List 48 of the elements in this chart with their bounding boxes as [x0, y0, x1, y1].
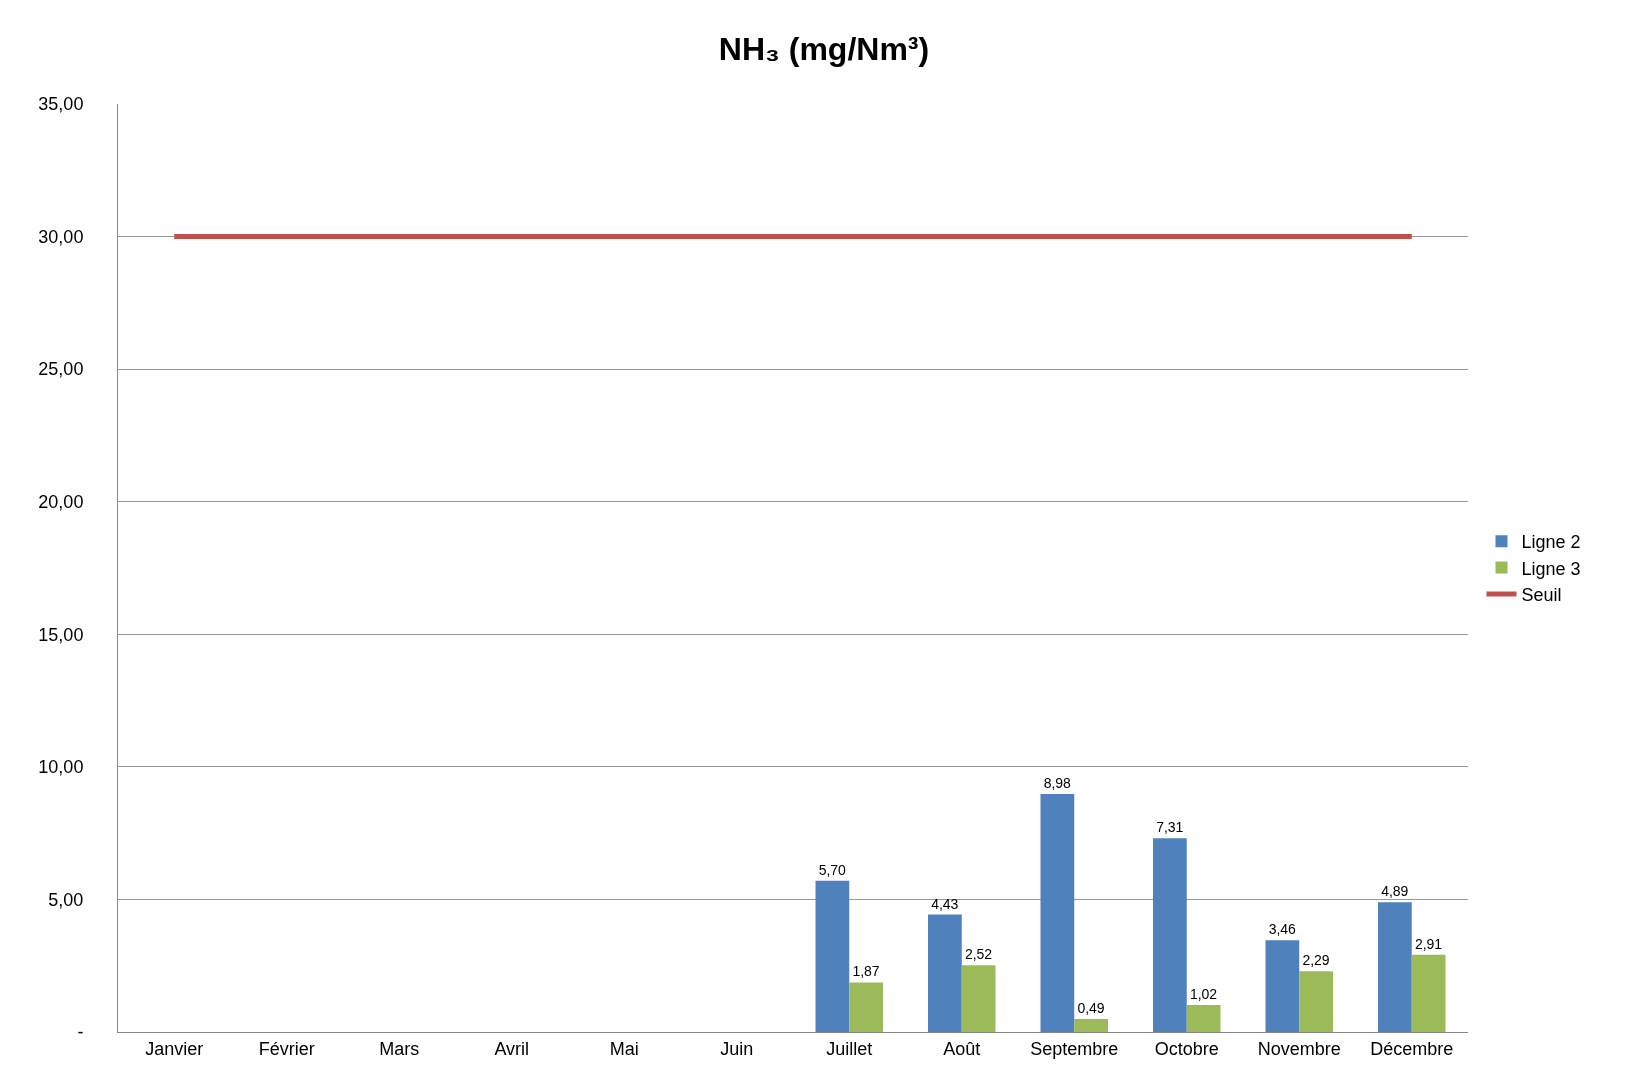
y-tick-label: 15,00 [38, 624, 84, 645]
y-tick-label: 10,00 [38, 757, 84, 778]
bar [849, 982, 883, 1032]
data-label: 0,49 [1077, 1000, 1105, 1017]
x-tick-label: Septembre [1030, 1038, 1119, 1059]
data-label: 5,70 [818, 861, 847, 878]
x-tick-label: Mai [609, 1038, 639, 1059]
chart-title: NH₃ (mg/Nm³) [718, 31, 930, 68]
legend-label: Seuil [1521, 585, 1562, 606]
data-label: 4,43 [931, 895, 959, 912]
bar [1378, 902, 1412, 1032]
x-tick-label: Janvier [145, 1038, 204, 1059]
bar [1299, 971, 1333, 1032]
y-tick-label: 20,00 [38, 492, 84, 513]
legend-label: Ligne 3 [1521, 558, 1581, 579]
bar [1186, 1004, 1221, 1032]
data-label: 4,89 [1381, 883, 1409, 900]
x-tick-label: Octobre [1154, 1038, 1219, 1059]
data-label: 2,29 [1302, 952, 1330, 969]
x-tick-label: Mars [379, 1038, 420, 1059]
bar [1074, 1019, 1108, 1032]
y-tick-label: 35,00 [38, 94, 84, 115]
bar [1040, 793, 1075, 1032]
data-label: 3,46 [1268, 921, 1297, 938]
bar [1265, 940, 1300, 1032]
bar [1411, 954, 1446, 1032]
data-label: 1,87 [852, 963, 880, 980]
bar [928, 914, 962, 1032]
data-label: 1,02 [1189, 985, 1218, 1002]
bar [1153, 838, 1187, 1032]
x-tick-label: Novembre [1257, 1038, 1341, 1059]
data-label: 2,91 [1414, 935, 1443, 952]
y-tick-label: - [77, 1022, 84, 1043]
data-label: 8,98 [1043, 774, 1072, 791]
x-tick-label: Juillet [826, 1038, 873, 1059]
x-tick-label: Décembre [1370, 1038, 1454, 1059]
bar [815, 880, 850, 1032]
x-tick-label: Août [943, 1038, 981, 1059]
y-tick-label: 25,00 [38, 359, 84, 380]
legend-label: Ligne 2 [1521, 532, 1581, 553]
x-tick-label: Juin [720, 1038, 754, 1059]
y-tick-label: 30,00 [38, 226, 84, 247]
data-label: 2,52 [964, 946, 993, 963]
bar [961, 965, 996, 1032]
x-tick-label: Avril [494, 1038, 530, 1059]
x-tick-label: Février [258, 1038, 315, 1059]
y-tick-label: 5,00 [48, 889, 84, 910]
data-label: 7,31 [1156, 819, 1184, 836]
